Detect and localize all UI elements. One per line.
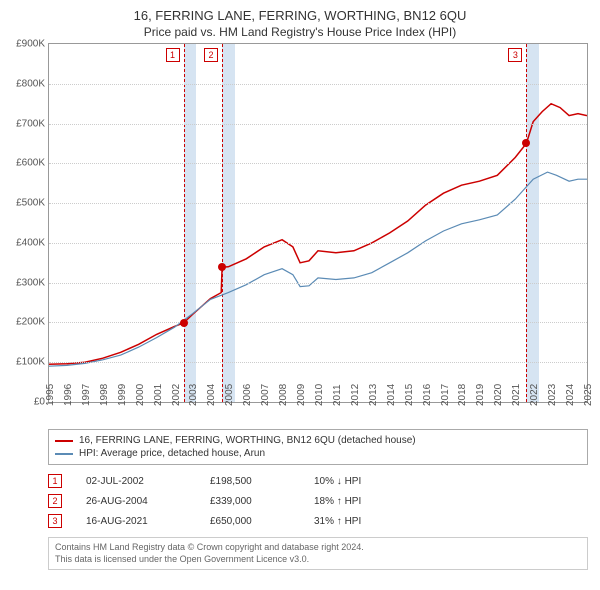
legend-swatch	[55, 440, 73, 442]
marker-price: £198,500	[210, 476, 290, 487]
x-tick-label: 1996	[63, 384, 74, 406]
x-tick-label: 2025	[583, 384, 594, 406]
gridline	[49, 243, 587, 244]
series-line-property	[49, 104, 587, 365]
y-tick-label: £700K	[16, 118, 45, 129]
marker-id-box: 1	[48, 474, 62, 488]
sale-dot	[218, 263, 226, 271]
x-tick-label: 2001	[153, 384, 164, 406]
y-tick-label: £300K	[16, 277, 45, 288]
x-tick-label: 2006	[242, 384, 253, 406]
marker-diff: 18% ↑ HPI	[314, 496, 424, 507]
footnote-line: Contains HM Land Registry data © Crown c…	[55, 542, 581, 554]
legend-label: 16, FERRING LANE, FERRING, WORTHING, BN1…	[79, 435, 416, 446]
x-tick-label: 2000	[135, 384, 146, 406]
line-plot-svg	[49, 44, 587, 402]
x-tick-label: 2008	[278, 384, 289, 406]
x-tick-label: 2019	[475, 384, 486, 406]
x-tick-label: 2024	[565, 384, 576, 406]
footnote-line: This data is licensed under the Open Gov…	[55, 554, 581, 566]
gridline	[49, 322, 587, 323]
x-tick-label: 2003	[188, 384, 199, 406]
marker-id-box: 3	[48, 514, 62, 528]
license-footnote: Contains HM Land Registry data © Crown c…	[48, 537, 588, 570]
chart-subtitle: Price paid vs. HM Land Registry's House …	[0, 23, 600, 43]
x-tick-label: 2004	[206, 384, 217, 406]
legend-swatch	[55, 453, 73, 455]
x-tick-label: 2015	[404, 384, 415, 406]
x-tick-label: 2018	[457, 384, 468, 406]
y-tick-label: £200K	[16, 317, 45, 328]
x-tick-label: 2009	[296, 384, 307, 406]
marker-diff: 31% ↑ HPI	[314, 516, 424, 527]
gridline	[49, 362, 587, 363]
x-tick-label: 2007	[260, 384, 271, 406]
y-tick-label: £400K	[16, 237, 45, 248]
x-tick-label: 2021	[511, 384, 522, 406]
series-line-hpi	[49, 172, 587, 366]
marker-price: £650,000	[210, 516, 290, 527]
gridline	[49, 163, 587, 164]
gridline	[49, 124, 587, 125]
x-tick-label: 2013	[368, 384, 379, 406]
sale-dot	[522, 139, 530, 147]
marker-date: 16-AUG-2021	[86, 516, 186, 527]
legend-row: 16, FERRING LANE, FERRING, WORTHING, BN1…	[55, 434, 581, 447]
y-tick-label: £800K	[16, 78, 45, 89]
x-tick-label: 1995	[45, 384, 56, 406]
legend-row: HPI: Average price, detached house, Arun	[55, 447, 581, 460]
y-tick-label: £900K	[16, 39, 45, 50]
x-tick-label: 2005	[224, 384, 235, 406]
x-tick-label: 2012	[350, 384, 361, 406]
legend-label: HPI: Average price, detached house, Arun	[79, 448, 265, 459]
x-tick-label: 1998	[99, 384, 110, 406]
x-tick-label: 2002	[171, 384, 182, 406]
chart-plot-area: £0£100K£200K£300K£400K£500K£600K£700K£80…	[48, 43, 588, 403]
gridline	[49, 283, 587, 284]
x-tick-label: 2014	[386, 384, 397, 406]
x-tick-label: 1997	[81, 384, 92, 406]
x-tick-label: 2023	[547, 384, 558, 406]
sale-marker-label: 2	[204, 48, 218, 62]
sale-dot	[180, 319, 188, 327]
marker-date: 02-JUL-2002	[86, 476, 186, 487]
chart-legend: 16, FERRING LANE, FERRING, WORTHING, BN1…	[48, 429, 588, 465]
x-tick-label: 1999	[117, 384, 128, 406]
y-tick-label: £600K	[16, 158, 45, 169]
marker-table-row: 2 26-AUG-2004 £339,000 18% ↑ HPI	[48, 491, 588, 511]
x-tick-label: 2022	[529, 384, 540, 406]
marker-date: 26-AUG-2004	[86, 496, 186, 507]
x-tick-label: 2016	[422, 384, 433, 406]
marker-id-box: 2	[48, 494, 62, 508]
sale-marker-label: 3	[508, 48, 522, 62]
marker-table-row: 1 02-JUL-2002 £198,500 10% ↓ HPI	[48, 471, 588, 491]
marker-table-row: 3 16-AUG-2021 £650,000 31% ↑ HPI	[48, 511, 588, 531]
x-tick-label: 2011	[332, 384, 343, 406]
gridline	[49, 203, 587, 204]
marker-price: £339,000	[210, 496, 290, 507]
x-tick-label: 2020	[493, 384, 504, 406]
marker-diff: 10% ↓ HPI	[314, 476, 424, 487]
x-tick-label: 2017	[440, 384, 451, 406]
chart-title: 16, FERRING LANE, FERRING, WORTHING, BN1…	[0, 0, 600, 23]
figure-container: 16, FERRING LANE, FERRING, WORTHING, BN1…	[0, 0, 600, 590]
y-tick-label: £500K	[16, 198, 45, 209]
y-tick-label: £0	[34, 397, 45, 408]
sale-marker-label: 1	[166, 48, 180, 62]
gridline	[49, 84, 587, 85]
x-tick-label: 2010	[314, 384, 325, 406]
y-tick-label: £100K	[16, 357, 45, 368]
sales-markers-table: 1 02-JUL-2002 £198,500 10% ↓ HPI 2 26-AUG-200…	[48, 471, 588, 531]
